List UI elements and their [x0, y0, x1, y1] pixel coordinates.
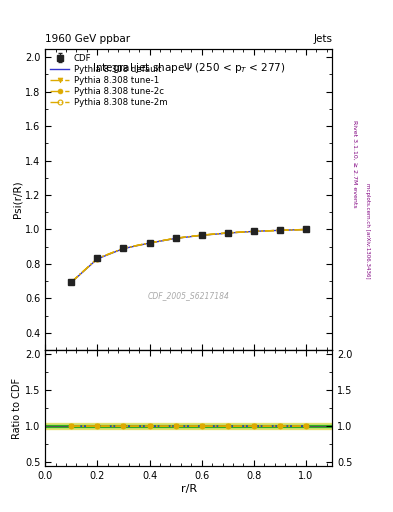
Pythia 8.308 tune-2c [147, 240, 152, 246]
Pythia 8.308 default [95, 256, 100, 262]
Line: Pythia 8.308 tune-2c: Pythia 8.308 tune-2c [69, 227, 309, 285]
Pythia 8.308 default [226, 230, 230, 236]
Pythia 8.308 default [173, 236, 178, 242]
Bar [45, 423, 332, 429]
Pythia 8.308 tune-2c [95, 255, 100, 262]
Pythia 8.308 tune-2m [199, 232, 204, 238]
Pythia 8.308 default [252, 228, 256, 234]
Pythia 8.308 tune-2c [69, 279, 73, 285]
Text: CDF_2005_S6217184: CDF_2005_S6217184 [148, 291, 230, 300]
Pythia 8.308 tune-1 [304, 226, 309, 232]
Legend: CDF, Pythia 8.308 default, Pythia 8.308 tune-1, Pythia 8.308 tune-2c, Pythia 8.3: CDF, Pythia 8.308 default, Pythia 8.308 … [49, 52, 169, 109]
Text: Rivet 3.1.10, ≥ 2.7M events: Rivet 3.1.10, ≥ 2.7M events [352, 120, 357, 208]
Pythia 8.308 tune-2m [304, 226, 309, 232]
Y-axis label: Psi(r/R): Psi(r/R) [12, 181, 22, 218]
Pythia 8.308 tune-2c [226, 230, 230, 236]
Pythia 8.308 default [121, 246, 126, 252]
Pythia 8.308 tune-1 [277, 227, 282, 233]
Pythia 8.308 default [69, 279, 73, 285]
Text: mcplots.cern.ch [arXiv:1306.3436]: mcplots.cern.ch [arXiv:1306.3436] [365, 183, 371, 278]
Text: Integral jet shapeΨ (250 < p$_T$ < 277): Integral jet shapeΨ (250 < p$_T$ < 277) [92, 61, 285, 75]
Pythia 8.308 tune-1 [95, 255, 100, 262]
Pythia 8.308 tune-1 [147, 240, 152, 246]
Pythia 8.308 tune-1 [69, 279, 73, 285]
Line: Pythia 8.308 tune-2m: Pythia 8.308 tune-2m [69, 227, 309, 285]
Pythia 8.308 tune-2m [147, 240, 152, 246]
Text: Jets: Jets [313, 33, 332, 44]
Pythia 8.308 tune-2m [95, 255, 100, 262]
Pythia 8.308 tune-2m [226, 230, 230, 236]
Pythia 8.308 tune-2m [121, 245, 126, 251]
Pythia 8.308 tune-2m [277, 227, 282, 233]
Pythia 8.308 tune-2c [304, 226, 309, 232]
Pythia 8.308 default [277, 227, 282, 233]
Pythia 8.308 tune-2c [121, 245, 126, 251]
Pythia 8.308 tune-2c [252, 228, 256, 234]
Pythia 8.308 tune-1 [199, 232, 204, 238]
Pythia 8.308 tune-2c [277, 227, 282, 233]
Pythia 8.308 tune-1 [173, 235, 178, 241]
Pythia 8.308 default [147, 240, 152, 246]
Pythia 8.308 tune-2c [199, 232, 204, 238]
Pythia 8.308 tune-1 [226, 230, 230, 236]
Text: 1960 GeV ppbar: 1960 GeV ppbar [45, 33, 130, 44]
X-axis label: r/R: r/R [180, 483, 197, 494]
Pythia 8.308 tune-2c [173, 235, 178, 241]
Y-axis label: Ratio to CDF: Ratio to CDF [12, 377, 22, 438]
Pythia 8.308 default [199, 232, 204, 239]
Pythia 8.308 tune-2m [252, 228, 256, 234]
Pythia 8.308 tune-2m [69, 279, 73, 285]
Line: Pythia 8.308 default: Pythia 8.308 default [71, 229, 306, 282]
Bar [45, 425, 332, 427]
Pythia 8.308 tune-1 [252, 228, 256, 234]
Pythia 8.308 default [304, 226, 309, 232]
Pythia 8.308 tune-2m [173, 235, 178, 241]
Pythia 8.308 tune-1 [121, 245, 126, 251]
Line: Pythia 8.308 tune-1: Pythia 8.308 tune-1 [69, 227, 309, 285]
